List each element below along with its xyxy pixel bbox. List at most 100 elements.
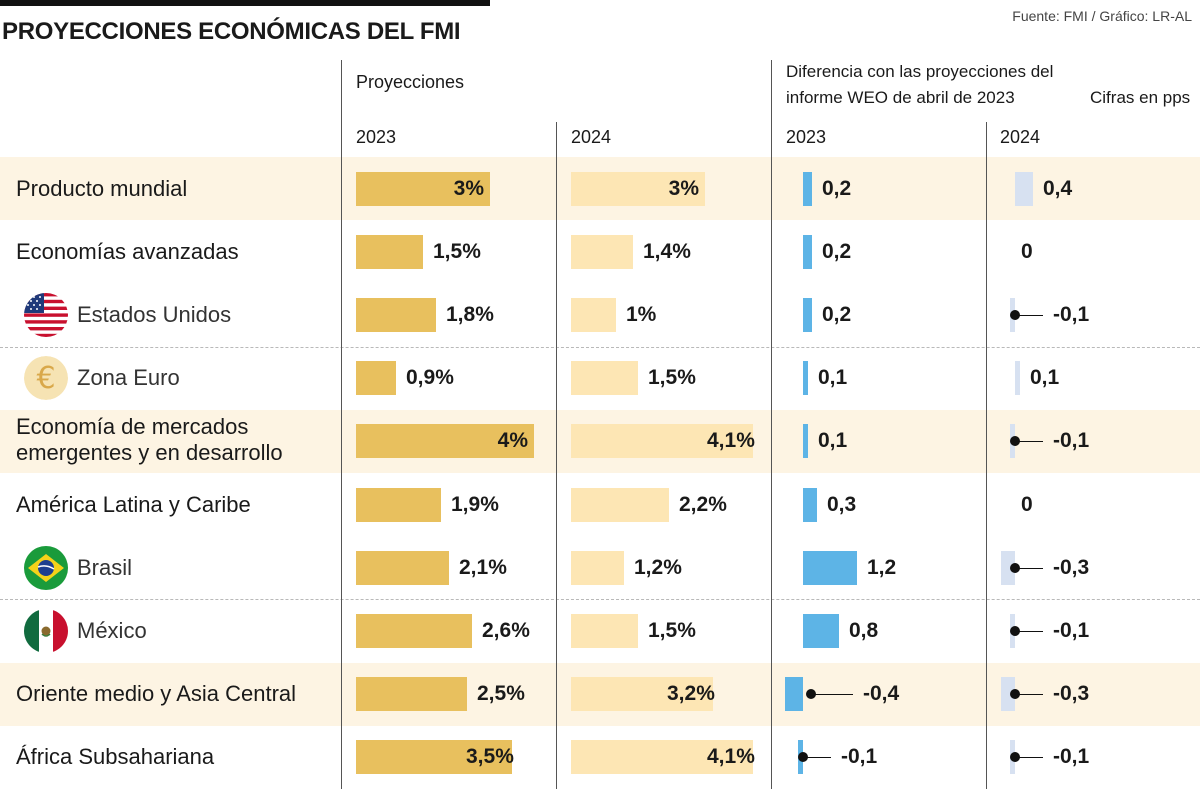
diff-2023 xyxy=(803,298,812,332)
diff-2024-label: 0,4 xyxy=(1043,176,1073,200)
units-label: Cifras en pps xyxy=(1090,88,1191,107)
bar-2023 xyxy=(356,424,534,459)
diff-2024-leader xyxy=(1015,567,1043,569)
difference-header-line1: Diferencia con las proyecciones del xyxy=(786,62,1054,81)
bar-2023 xyxy=(356,550,449,585)
bar-2024-label: 2,2% xyxy=(679,492,727,516)
diff-2023 xyxy=(803,361,808,396)
diff-2023-label: -0,1 xyxy=(841,745,878,769)
diff-2024-leader xyxy=(1015,441,1043,443)
diff-2023-label: 0,2 xyxy=(822,176,852,200)
bar-2023 xyxy=(356,677,467,712)
row-label: Producto mundial xyxy=(16,175,188,201)
diff-2023-label: 0,3 xyxy=(827,492,857,516)
bar-2024 xyxy=(571,677,713,712)
row-separator xyxy=(0,346,1200,348)
bar-2023-label: 2,5% xyxy=(477,682,525,706)
bar-2024 xyxy=(571,740,753,775)
diff-2023-label: 0,1 xyxy=(818,366,848,390)
diff-2024 xyxy=(1001,550,1015,585)
row-label: Zona Euro xyxy=(77,365,180,391)
bar-2023-label: 1,9% xyxy=(451,492,499,516)
row-label: México xyxy=(77,618,147,643)
bar-2024 xyxy=(571,361,638,396)
euro-icon: € xyxy=(24,356,68,401)
bar-2023 xyxy=(356,298,436,332)
brazil-flag-icon xyxy=(24,545,68,590)
diff-2023-label: 0,8 xyxy=(849,619,879,642)
row-label: África Subsahariana xyxy=(16,744,215,770)
bar-2023-label: 1,8% xyxy=(446,303,494,326)
bar-2023-label: 0,9% xyxy=(406,366,454,390)
row-label: Brasil xyxy=(77,554,133,580)
diff-2023-label: 1,2 xyxy=(867,555,897,579)
diff-2023 xyxy=(803,424,808,459)
svg-text:€: € xyxy=(36,361,55,396)
diff-2024-label: -0,3 xyxy=(1053,682,1090,706)
proj-2024-header: 2024 xyxy=(571,127,612,147)
divider-proj-years xyxy=(556,122,557,789)
diff-2024-leader xyxy=(1015,694,1043,696)
diff-2023-leader xyxy=(811,694,853,696)
bar-2024 xyxy=(571,424,753,459)
bar-2023 xyxy=(356,171,490,206)
row-separator xyxy=(0,599,1200,601)
diff-2024-leader xyxy=(1015,631,1043,632)
diff-2024 xyxy=(1015,171,1033,206)
diff-2023 xyxy=(803,614,839,648)
bar-2023-label: 4% xyxy=(497,429,528,453)
bar-2024 xyxy=(571,298,616,332)
bar-2024 xyxy=(571,234,633,269)
diff-2024-label: -0,1 xyxy=(1053,745,1090,769)
row-label: Economías avanzadas xyxy=(16,238,239,264)
diff-2023-label: -0,4 xyxy=(863,682,900,706)
bar-2024 xyxy=(571,614,638,648)
bar-2023 xyxy=(356,234,423,269)
bar-2023-label: 3,5% xyxy=(466,745,514,769)
bar-2024-label: 1% xyxy=(626,303,657,326)
source-note: Fuente: FMI / Gráfico: LR-AL xyxy=(1012,8,1192,24)
bar-2023-label: 2,1% xyxy=(459,555,507,579)
bar-2024 xyxy=(571,550,624,585)
divider-projections xyxy=(341,60,342,789)
diff-2023 xyxy=(803,234,812,269)
diff-2024-leader xyxy=(1015,757,1043,759)
mexico-flag-icon xyxy=(24,609,68,653)
diff-2024-label: -0,1 xyxy=(1053,429,1090,453)
bar-2023-label: 2,6% xyxy=(482,619,530,642)
bar-2024-label: 1,5% xyxy=(648,366,696,390)
row-label: Economía de mercados xyxy=(16,414,249,440)
bar-2024-label: 1,4% xyxy=(643,239,691,263)
bar-2023 xyxy=(356,487,441,522)
row-label: emergentes y en desarrollo xyxy=(16,440,283,466)
diff-2023-header: 2023 xyxy=(786,127,827,147)
diff-2024-label: -0,3 xyxy=(1053,555,1090,579)
title-rule xyxy=(0,0,490,6)
diff-2024 xyxy=(1001,677,1015,712)
bar-2024-label: 3,2% xyxy=(667,682,715,706)
divider-diff-years xyxy=(986,122,987,789)
diff-2024-label: 0 xyxy=(1021,492,1033,516)
diff-2023-label: 0,2 xyxy=(822,239,852,263)
diff-2023 xyxy=(803,487,817,522)
diff-2024-label: 0 xyxy=(1021,239,1033,263)
divider-differences xyxy=(771,60,772,789)
bar-2024-label: 1,2% xyxy=(634,555,682,579)
difference-header-line2: informe WEO de abril de 2023 xyxy=(786,88,1015,107)
bar-2023-label: 3% xyxy=(453,176,484,200)
row-label: Oriente medio y Asia Central xyxy=(16,681,297,707)
bar-2023 xyxy=(356,740,512,775)
row-label: América Latina y Caribe xyxy=(16,491,251,517)
bar-2024-label: 1,5% xyxy=(648,619,696,642)
bar-2024 xyxy=(571,487,669,522)
bar-2023-label: 1,5% xyxy=(433,239,481,263)
bar-2024-label: 4,1% xyxy=(707,429,755,453)
diff-2023 xyxy=(785,677,803,712)
bar-2023 xyxy=(356,361,396,396)
bar-2024-label: 3% xyxy=(668,176,699,200)
diff-2024-label: -0,1 xyxy=(1053,619,1090,642)
proj-2023-header: 2023 xyxy=(356,127,397,147)
diff-2024-label: 0,1 xyxy=(1030,366,1060,390)
diff-2024-leader xyxy=(1015,315,1043,316)
diff-2023-label: 0,2 xyxy=(822,303,852,326)
